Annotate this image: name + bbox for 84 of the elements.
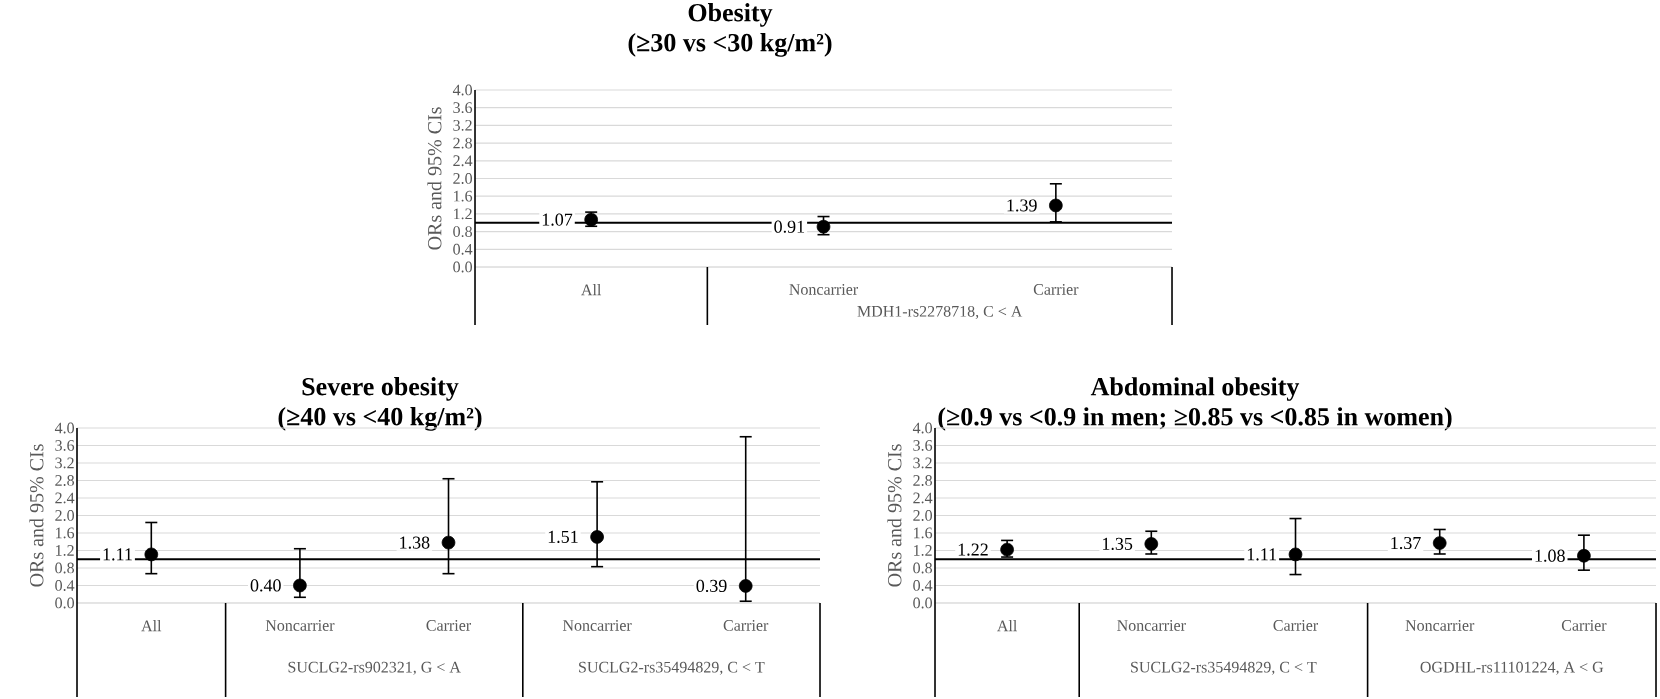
y-tick-label: 0.8 — [913, 562, 933, 574]
y-tick-label: 0.4 — [55, 580, 75, 591]
y-tick-label: 0.0 — [913, 597, 933, 609]
y-tick-label: 2.0 — [55, 510, 75, 521]
y-tick-label: 3.6 — [453, 102, 473, 114]
x-tick-label: Noncarrier — [1117, 620, 1186, 631]
y-tick-label: 0.0 — [55, 597, 75, 609]
chart-subtitle: (≥40 vs <40 kg/m²) — [278, 407, 482, 431]
y-tick-label: 1.6 — [454, 190, 473, 202]
data-label: 1.11 — [1247, 548, 1277, 561]
text: SUCLG2-rs902321, G < A — [288, 661, 461, 675]
y-tick-label: 4.0 — [912, 422, 933, 434]
text: MDH1-rs2278718, C < A — [857, 305, 1023, 320]
y-tick-label: 4.0 — [452, 84, 473, 96]
x-tick-label: Carrier — [1033, 284, 1079, 295]
point — [1144, 537, 1159, 551]
data-label: 1.11 — [103, 548, 132, 561]
chart-subtitle: (≥0.9 vs <0.9 in men; ≥0.85 vs <0.85 in women) — [938, 407, 1452, 431]
x-tick-label: Carrier — [426, 620, 472, 631]
x-tick-label: Noncarrier — [1405, 620, 1475, 631]
point — [1432, 536, 1447, 550]
x-tick-label: Noncarrier — [789, 284, 859, 295]
y-axis-title: ORs and 95% CIs — [427, 107, 442, 250]
y-tick-label: 2.8 — [55, 475, 75, 486]
y-tick-label: 0.8 — [453, 226, 473, 238]
point — [738, 579, 753, 593]
chart-title: Obesity — [688, 3, 773, 27]
point — [590, 530, 604, 544]
y-tick-label: 0.8 — [55, 562, 75, 574]
y-tick-label: 0.4 — [913, 580, 933, 591]
data-label: 1.51 — [548, 530, 578, 543]
data-label: 1.37 — [1391, 536, 1421, 550]
y-tick-label: 4.0 — [54, 422, 75, 434]
y-tick-label: 3.6 — [913, 440, 933, 451]
y-tick-label: 2.4 — [913, 492, 933, 504]
text: OGDHL-rs11101224, A < G — [1420, 661, 1604, 675]
text: SUCLG2-rs35494829, C < T — [579, 661, 765, 675]
data-label: 1.38 — [400, 536, 430, 549]
y-tick-label: 3.6 — [55, 440, 75, 451]
y-axis-title: ORs and 95% CIs — [29, 444, 44, 587]
text: SUCLG2-rs35494829, C < T — [1131, 661, 1317, 675]
y-tick-label: 2.0 — [913, 510, 933, 521]
y-tick-label: 2.8 — [913, 475, 933, 486]
y-tick-label: 2.0 — [453, 173, 473, 184]
y-tick-label: 1.2 — [914, 545, 932, 556]
x-tick-label: All — [141, 620, 162, 632]
y-tick-label: 1.2 — [56, 545, 74, 556]
point — [816, 219, 831, 234]
x-tick-label: All — [581, 284, 602, 296]
data-label: 0.40 — [250, 579, 281, 592]
data-label: 1.39 — [1007, 199, 1037, 212]
x-tick-label: Noncarrier — [265, 620, 335, 631]
point — [441, 535, 456, 550]
point — [144, 547, 159, 562]
x-tick-label: All — [997, 620, 1017, 632]
y-tick-label: 1.6 — [56, 527, 75, 539]
y-tick-label: 1.6 — [914, 527, 933, 539]
data-label: 1.07 — [542, 213, 573, 226]
chart-title: Severe obesity — [302, 377, 459, 401]
data-label: 0.39 — [696, 579, 727, 593]
x-tick-label: Carrier — [1273, 620, 1319, 631]
y-axis-title: ORs and 95% CIs — [887, 444, 902, 587]
chart-subtitle: (≥30 vs <30 kg/m²) — [628, 33, 832, 57]
y-tick-label: 3.2 — [453, 119, 472, 131]
point — [1577, 548, 1591, 563]
x-tick-label: Carrier — [1561, 620, 1607, 631]
point — [1049, 198, 1063, 213]
point — [1288, 547, 1303, 562]
y-tick-label: 2.4 — [55, 492, 75, 504]
y-tick-label: 3.2 — [913, 457, 932, 469]
data-label: 1.22 — [958, 543, 988, 556]
x-tick-label: Noncarrier — [562, 620, 632, 631]
data-label: 0.91 — [774, 220, 805, 233]
y-tick-label: 0.4 — [453, 243, 473, 255]
point — [293, 578, 307, 593]
y-tick-label: 3.2 — [55, 457, 74, 469]
y-tick-label: 2.4 — [453, 155, 473, 167]
data-label: 1.35 — [1102, 537, 1133, 551]
y-tick-label: 1.2 — [454, 208, 472, 220]
data-label: 1.08 — [1535, 549, 1565, 562]
y-tick-label: 2.8 — [453, 137, 473, 149]
chart-title: Abdominal obesity — [1090, 377, 1300, 401]
x-tick-label: Carrier — [723, 620, 769, 631]
y-tick-label: 0.0 — [453, 261, 473, 273]
